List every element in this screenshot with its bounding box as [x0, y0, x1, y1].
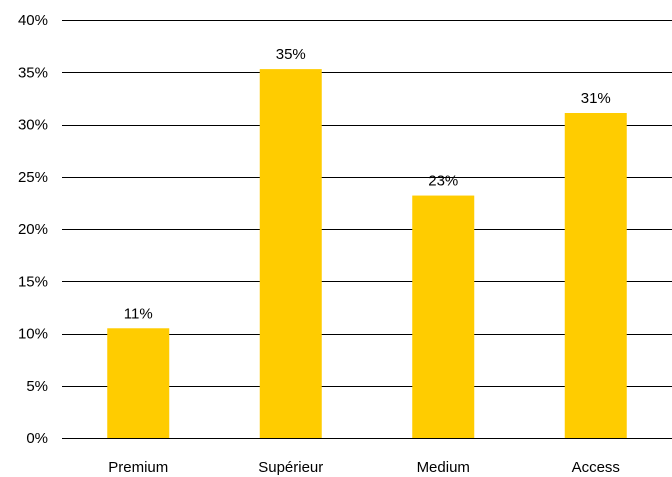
y-tick-label: 5%: [26, 378, 48, 395]
y-tick-label: 40%: [18, 12, 48, 29]
x-category-label: Supérieur: [258, 459, 323, 476]
data-label: 23%: [428, 173, 458, 190]
x-category-label: Premium: [108, 459, 168, 476]
bar: [412, 195, 475, 438]
y-tick-label: 20%: [18, 221, 48, 238]
bar: [259, 69, 322, 439]
y-axis-tick-labels: 0% 5% 10% 15% 20% 25% 30% 35% 40%: [18, 12, 48, 447]
y-tick-label: 25%: [18, 169, 48, 186]
data-label: 35%: [276, 46, 306, 63]
bar: [564, 113, 627, 438]
y-tick-label: 30%: [18, 117, 48, 134]
bars: [107, 69, 627, 439]
x-category-label: Medium: [417, 459, 470, 476]
y-tick-label: 35%: [18, 64, 48, 81]
data-labels: 11% 35% 23% 31%: [124, 46, 611, 322]
x-axis-category-labels: Premium Supérieur Medium Access: [108, 459, 620, 476]
data-label: 11%: [124, 305, 153, 322]
y-tick-label: 15%: [18, 273, 48, 290]
x-category-label: Access: [572, 459, 620, 476]
y-tick-label: 0%: [26, 430, 48, 447]
y-tick-label: 10%: [18, 326, 48, 343]
data-label: 31%: [581, 90, 611, 107]
bar: [107, 328, 170, 438]
